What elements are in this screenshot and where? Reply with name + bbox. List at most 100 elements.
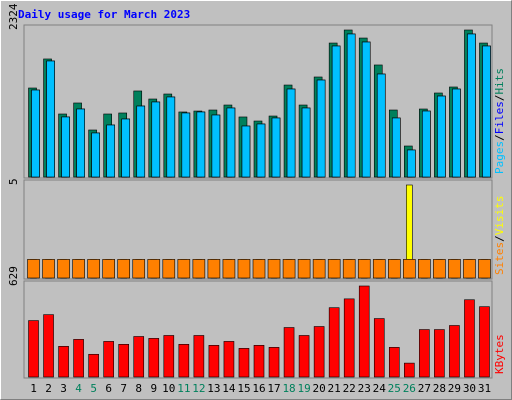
x-tick-label: 6 [105,382,112,395]
bar [342,259,356,279]
bar [437,95,446,178]
x-tick-label: 23 [358,382,371,395]
bar [192,259,206,279]
bar [193,335,205,378]
bar [387,259,401,279]
x-tick-label: 11 [177,382,190,395]
x-tick-label: 27 [418,382,431,395]
bar [316,79,326,178]
bar [376,73,386,178]
bar [61,116,70,178]
x-tick-label: 17 [267,382,280,395]
bar [346,33,356,178]
x-tick-label: 22 [343,382,356,395]
bar [91,132,100,178]
bar [118,344,130,378]
bar [241,125,251,178]
bar [357,259,371,279]
x-tick-label: 8 [135,382,142,395]
legend-entry: Files [493,101,506,134]
bar [178,344,190,378]
bar [31,89,40,178]
bar [177,259,191,279]
bar [256,123,266,178]
bar [88,353,99,378]
bar [42,259,55,279]
bar [312,259,326,279]
bar [223,341,235,378]
legend: Sites/Visits [493,196,506,276]
x-tick-label: 29 [448,382,461,395]
bar [73,339,84,378]
x-tick-label: 25 [388,382,401,395]
bar [57,259,70,279]
bar [43,314,54,378]
bar [407,149,416,178]
bar [147,259,161,279]
bar [252,259,266,279]
bar [434,329,445,378]
bar [27,259,40,279]
bar [222,259,236,279]
bar [196,111,206,178]
bar [328,307,340,378]
x-tick-label: 24 [373,382,387,395]
bar [87,259,100,279]
bar [253,345,265,378]
bar [422,110,431,178]
x-tick-label: 31 [478,382,491,395]
bar [403,259,416,279]
bar [418,259,431,279]
bar [358,285,370,378]
bar [478,259,491,279]
x-tick-label: 7 [120,382,127,395]
bar [238,348,250,378]
x-tick-label: 21 [328,382,341,395]
bar [106,124,115,178]
bar [331,45,341,178]
bar [391,117,401,178]
legend-entry: KBytes [493,334,506,374]
bar [162,259,176,279]
bar [404,362,415,378]
bar [482,45,491,178]
bar [286,88,296,178]
y-tick-label: 5 [7,178,20,185]
x-tick-label: 13 [207,382,220,395]
bar [327,259,341,279]
bar [226,107,236,178]
bar [268,347,280,378]
bar [463,259,476,279]
x-tick-label: 10 [162,382,175,395]
bar [388,347,400,378]
x-tick-label: 28 [433,382,446,395]
bar [133,336,145,378]
y-tick-label: 629 [7,266,20,286]
x-tick-label: 3 [60,382,67,395]
x-tick-label: 12 [192,382,205,395]
bar [211,114,221,178]
y-tick-label: 2324 [7,3,20,30]
bar [148,338,160,378]
legend-entry: Visits [493,196,506,236]
x-tick-label: 26 [403,382,416,395]
bar [103,341,114,378]
legend-separator: / [493,95,506,102]
bar [298,335,310,378]
bar [58,346,69,378]
bar [46,60,55,178]
x-tick-label: 30 [463,382,476,395]
bar [449,325,460,378]
bar [117,259,131,279]
x-tick-label: 18 [282,382,295,395]
bar [301,107,311,178]
bar [136,105,146,178]
bar [467,33,476,178]
x-tick-label: 15 [237,382,250,395]
x-tick-label: 1 [30,382,37,395]
bar [132,259,146,279]
bar [166,96,176,178]
bar [419,329,430,378]
